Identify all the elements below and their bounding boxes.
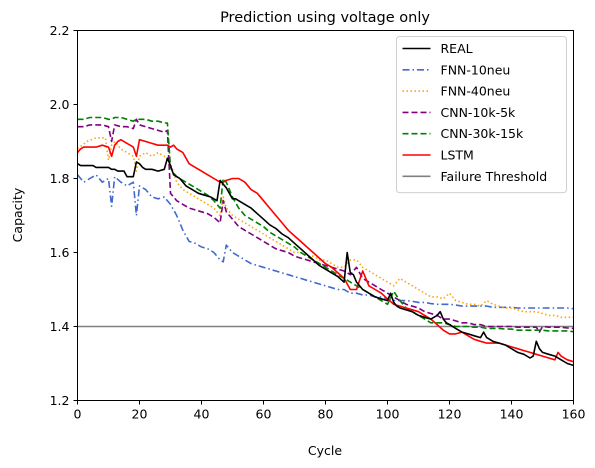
x-tick-label: 20	[132, 407, 148, 422]
x-tick-label: 80	[318, 407, 334, 422]
legend-label: Failure Threshold	[441, 169, 548, 184]
plot-lines	[76, 116, 574, 367]
y-tick-label: 1.4	[50, 319, 70, 334]
y-axis-label: Capacity	[10, 187, 25, 242]
legend-label: CNN-30k-15k	[441, 126, 525, 141]
legend-box	[396, 36, 567, 194]
series-line-fnn-40neu	[77, 137, 574, 319]
x-tick-label: 120	[438, 407, 462, 422]
y-tick-label: 1.2	[50, 393, 70, 408]
legend-label: LSTM	[441, 148, 474, 163]
legend-label: FNN-40neu	[441, 84, 511, 99]
x-axis: 0 20 40 60 80 100 120 140 160	[74, 400, 586, 422]
y-axis: 1.2 1.4 1.6 1.8 2.0 2.2	[50, 23, 78, 408]
series-line-real	[77, 157, 574, 367]
y-tick-label: 2.2	[50, 23, 70, 38]
y-tick-label: 1.6	[50, 245, 70, 260]
x-tick-label: 140	[500, 407, 524, 422]
x-tick-label: 100	[376, 407, 400, 422]
legend-label: FNN-10neu	[441, 62, 511, 77]
series-line-lstm	[76, 138, 574, 363]
x-tick-label: 0	[74, 407, 82, 422]
y-tick-label: 2.0	[50, 97, 70, 112]
legend: REAL FNN-10neu FNN-40neu CNN-10k-5k CNN-30k-…	[396, 36, 567, 194]
legend-label: REAL	[441, 41, 473, 56]
y-tick-label: 1.8	[50, 171, 70, 186]
legend-label: CNN-10k-5k	[441, 105, 517, 120]
x-tick-label: 40	[194, 407, 210, 422]
x-tick-label: 160	[562, 407, 586, 422]
series-line-cnn-10k-5k	[77, 118, 574, 333]
x-axis-label: Cycle	[308, 443, 342, 458]
chart-title: Prediction using voltage only	[220, 10, 430, 26]
x-tick-label: 60	[256, 407, 272, 422]
series-line-fnn-10neu	[76, 174, 574, 310]
